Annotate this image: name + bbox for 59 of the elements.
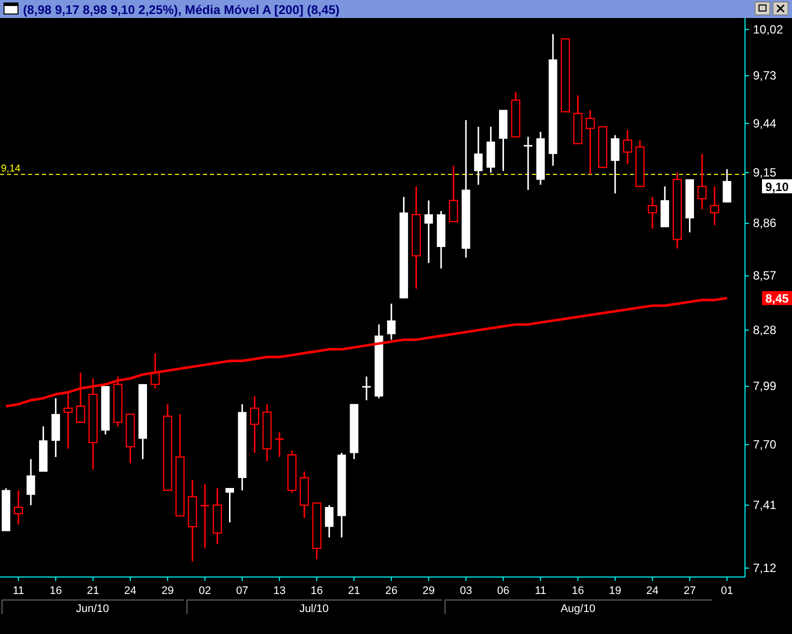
candlestick: [586, 109, 595, 176]
y-tick-label: 7,41: [753, 498, 777, 512]
x-tick-label: 26: [385, 584, 398, 597]
y-tick-label: 8,57: [753, 268, 777, 283]
candlestick: [610, 134, 620, 194]
x-tick-label: 11: [12, 584, 24, 597]
candlestick: [26, 458, 36, 506]
y-tick-label: 9,15: [753, 165, 777, 180]
y-tick-label: 7,12: [753, 560, 777, 575]
x-tick-label: 27: [684, 584, 696, 597]
x-tick-label: 02: [198, 584, 212, 597]
x-tick-label: 11: [534, 584, 546, 597]
y-tick-label: 7,99: [753, 379, 777, 394]
candlestick: [324, 504, 334, 538]
x-tick-label: 07: [236, 584, 248, 597]
y-tick-label: 9,44: [753, 116, 777, 130]
x-tick-label: 21: [86, 584, 100, 597]
x-tick-label: 03: [460, 584, 472, 597]
x-tick-label: 21: [348, 584, 360, 597]
y-tick-label: 8,86: [753, 216, 777, 230]
candlestick: [250, 396, 260, 454]
text: 8,45: [765, 292, 789, 306]
x-tick-label: 29: [422, 584, 435, 597]
candlestick: [200, 483, 210, 550]
y-tick-label: 10,02: [753, 22, 784, 36]
candlestick: [474, 126, 483, 186]
x-tick-label: 24: [124, 584, 136, 597]
candlestick: [648, 196, 658, 230]
candlestick: [275, 432, 284, 458]
x-tick-label: 16: [572, 584, 584, 597]
candlestick: [448, 164, 458, 222]
x-tick-label: 24: [646, 584, 659, 597]
text: Jun/10: [76, 603, 110, 615]
candlestick: [14, 490, 24, 526]
x-tick-label: 01: [720, 584, 734, 597]
candlestick: [622, 129, 632, 165]
text: Aug/10: [560, 603, 596, 615]
candlestick: [362, 376, 371, 401]
x-tick-label: 16: [50, 584, 62, 597]
text: Jul/10: [299, 603, 329, 615]
x-tick-label: 13: [273, 584, 286, 597]
y-tick-label: 9,73: [753, 68, 777, 83]
candlestick: [424, 200, 433, 264]
candlestick: [710, 186, 720, 226]
candlestick: [722, 168, 732, 203]
candlestick: [150, 352, 160, 390]
x-tick-label: 06: [497, 584, 510, 597]
text: 9,10: [765, 180, 789, 194]
candlestick: [698, 153, 707, 210]
x-tick-label: 16: [310, 584, 323, 597]
x-tick-label: 19: [608, 584, 622, 597]
y-tick-label: 7,70: [753, 437, 777, 452]
candlestick: [226, 487, 234, 524]
ref-line-label: 9,14: [1, 163, 21, 174]
candlestick: [524, 136, 532, 191]
x-tick-label: 29: [161, 584, 174, 597]
y-tick-label: 8,28: [753, 322, 777, 337]
chart-title: (8,98 9,17 8,98 9,10 2,25%), Média Móvel A [200] (8,45): [23, 3, 340, 17]
candlestick: [387, 302, 396, 340]
